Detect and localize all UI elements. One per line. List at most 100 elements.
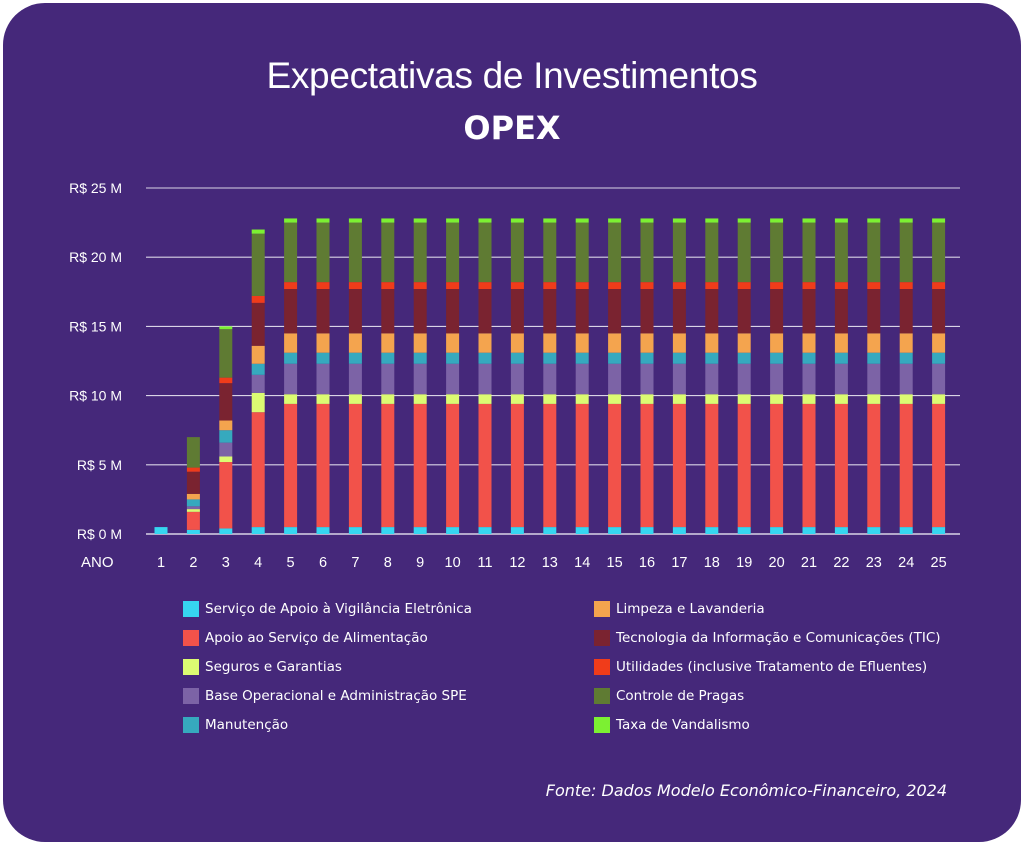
x-tick-label: 24 [898,555,914,571]
bar-segment [284,218,298,223]
bar-segment [446,394,460,404]
bar-segment [186,511,200,530]
bar-segment [899,218,913,223]
bar-segment [770,527,784,534]
bar-segment [834,527,848,534]
bar-segment [478,363,492,395]
bar-segment [705,403,719,528]
bar-segment [284,289,298,334]
bar-segment [446,289,460,334]
bar-segment [316,282,330,290]
x-axis-ticks: 1 2 3 4 5 6 7 8 9 10 11 12 13 14 15 16 17 18 19 20 21 22 23 24 2… [157,555,947,571]
bar-segment [575,403,589,528]
bar-segment [608,222,622,283]
bar-segment [802,363,816,395]
bar-segment [510,352,524,364]
y-axis-ticks: R$ 0 M R$ 5 M R$ 10 M R$ 15 M R$ 20 M R$ 25 M [69,180,122,542]
y-tick-label: R$ 10 M [69,388,122,404]
bar-segment [834,394,848,404]
bar-segment [381,363,395,395]
bar-segment [899,282,913,290]
bar-segment [186,467,200,472]
bar-segment [251,527,265,534]
bar-segment [608,282,622,290]
bar-segment [932,363,946,395]
bar-segment [219,383,233,421]
bar-segment [348,363,362,395]
bar-segment [737,282,751,290]
bar-segment [575,527,589,534]
bar-segment [219,462,233,529]
bar-segment [219,329,233,378]
bar-segment [770,352,784,364]
bar-segment [932,352,946,364]
bar-segment [575,218,589,223]
bar-segment [802,218,816,223]
bar-segment [446,352,460,364]
bar-segment [640,403,654,528]
bar-segment [737,222,751,283]
bar-segment [510,394,524,404]
bar-segment [867,394,881,404]
bar-segment [510,222,524,283]
bar-segment [899,289,913,334]
bar-segment [899,352,913,364]
bar-segment [413,403,427,528]
bar-segment [770,289,784,334]
bar-segment [770,282,784,290]
bar-segment [834,218,848,223]
bar-segment [381,282,395,290]
bar-segment [316,527,330,534]
bar-segment [737,352,751,364]
bar-segment [802,222,816,283]
bar-segment [543,527,557,534]
bar-segment [284,403,298,528]
bar-segment [672,289,686,334]
bar-segment [284,394,298,404]
bar-segment [672,222,686,283]
bar-segment [672,282,686,290]
bar-segment [413,333,427,353]
bar-segment [219,528,233,534]
bar-segment [608,333,622,353]
bar-segment [834,222,848,283]
bar-segment [802,394,816,404]
bar-segment [672,363,686,395]
x-tick-label: 23 [866,555,882,571]
bar-segment [672,333,686,353]
bar-segment [770,394,784,404]
bar-segment [186,509,200,512]
bar-segment [575,363,589,395]
bar-segment [802,527,816,534]
bar-segment [446,333,460,353]
bar-segment [446,403,460,528]
bar-segment [413,394,427,404]
bar-segment [575,394,589,404]
bar-segment [705,352,719,364]
bar-segment [284,527,298,534]
stacked-bar-chart: R$ 0 M R$ 5 M R$ 10 M R$ 15 M R$ 20 M R$ 25 M… [69,180,960,571]
x-tick-label: 11 [477,555,492,571]
bar-segment [478,289,492,334]
bar-segment [381,222,395,283]
bar-segment [413,218,427,223]
x-tick-label: 22 [833,555,849,571]
x-tick-label: 9 [416,555,424,571]
bar-segment [219,420,233,431]
x-tick-label: 16 [639,555,655,571]
bar-segment [802,289,816,334]
bar-segment [834,289,848,334]
bar-segment [251,233,265,296]
bar-segment [510,218,524,223]
x-tick-label: 10 [445,555,461,571]
x-tick-label: 17 [671,555,687,571]
bar-segment [932,218,946,223]
bar-segment [543,352,557,364]
bar-segment [381,352,395,364]
bar-segment [672,403,686,528]
source-note: Fonte: Dados Modelo Econômico-Financeiro… [545,781,947,800]
bar-segment [219,326,233,330]
x-tick-label: 21 [801,555,817,571]
bar-segment [640,222,654,283]
bar-segment [705,333,719,353]
